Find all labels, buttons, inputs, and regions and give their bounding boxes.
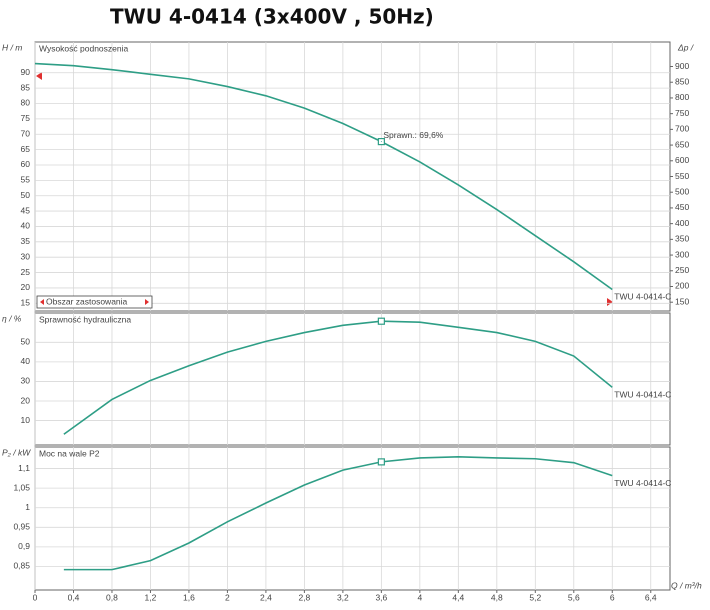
y2-tick-label: 450: [675, 202, 689, 212]
y-tick-label: 1,1: [18, 463, 30, 473]
y-tick-label: 90: [21, 67, 31, 77]
y-tick-label: 1,05: [13, 482, 30, 492]
x-tick-label: 2,4: [260, 592, 272, 602]
panel-title: Moc na wale P2: [39, 448, 100, 458]
y2-tick-label: 400: [675, 218, 689, 228]
x-tick-label: 0,8: [106, 592, 118, 602]
y2-tick-label: 350: [675, 234, 689, 244]
y-tick-label: 25: [21, 267, 31, 277]
range-limit-right: [607, 298, 613, 306]
x-tick-label: 5,2: [529, 592, 541, 602]
y2-tick-label: 300: [675, 249, 689, 259]
series-line: [63, 455, 613, 571]
y-tick-label: 80: [21, 98, 31, 108]
x-axis-label: Q / m³/h: [671, 580, 702, 590]
y-tick-label: 40: [21, 356, 31, 366]
x-tick-label: 3,6: [375, 592, 387, 602]
y2-tick-label: 250: [675, 265, 689, 275]
range-limit-left: [36, 72, 42, 80]
y-axis-label: H / m: [2, 42, 22, 52]
y-tick-label: 45: [21, 205, 31, 215]
y2-tick-label: 600: [675, 155, 689, 165]
y2-tick-label: 850: [675, 76, 689, 86]
y-axis-label: η / %: [2, 313, 22, 323]
y-tick-label: 0,9: [18, 541, 30, 551]
x-tick-label: 0: [33, 592, 38, 602]
range-legend-box: [36, 295, 153, 309]
y-tick-label: 0,95: [13, 522, 30, 532]
panel-title: Sprawność hydrauliczna: [39, 314, 131, 324]
operating-point: [377, 458, 385, 466]
y2-tick-label: 500: [675, 186, 689, 196]
range-legend-arrow: [145, 299, 149, 305]
y-tick-label: 15: [21, 298, 31, 308]
y-tick-label: 85: [21, 82, 31, 92]
x-tick-label: 3,2: [337, 592, 349, 602]
series-line: [34, 62, 613, 291]
series-label: TWU 4-0414-C: [614, 390, 671, 400]
y-tick-label: 65: [21, 144, 31, 154]
y-tick-label: 0,85: [13, 561, 30, 571]
y-tick-label: 30: [21, 376, 31, 386]
x-tick-label: 6,4: [645, 592, 657, 602]
y2-tick-label: 550: [675, 171, 689, 181]
x-tick-label: 2: [225, 592, 230, 602]
page-title: TWU 4-0414 (3x400V , 50Hz): [110, 5, 434, 29]
y2-tick-label: 150: [675, 296, 689, 306]
y-tick-label: 50: [21, 190, 31, 200]
x-tick-label: 4,4: [452, 592, 464, 602]
annotation-point: [380, 141, 382, 143]
y-tick-label: 20: [21, 282, 31, 292]
y-tick-label: 35: [21, 236, 31, 246]
x-tick-label: 1,6: [183, 592, 195, 602]
x-tick-label: 4,8: [491, 592, 503, 602]
y-tick-label: 75: [21, 113, 31, 123]
y2-tick-label: 650: [675, 139, 689, 149]
x-tick-label: 2,8: [298, 592, 310, 602]
y2-tick-label: 750: [675, 108, 689, 118]
x-tick-label: 0,4: [68, 592, 80, 602]
y-axis-label: P₂ / kW: [2, 447, 31, 457]
x-tick-label: 5,6: [568, 592, 580, 602]
y2-tick-label: 900: [675, 61, 689, 71]
y-tick-label: 30: [21, 251, 31, 261]
y-tick-label: 70: [21, 128, 31, 138]
operating-point: [377, 317, 385, 325]
y-tick-label: 10: [21, 415, 31, 425]
y-tick-label: 50: [21, 337, 31, 347]
y-tick-label: 1: [25, 502, 30, 512]
annotation: Sprawn.: 69,6%: [383, 130, 443, 140]
y2-tick-label: 800: [675, 92, 689, 102]
range-legend-label: Obszar zastosowania: [46, 296, 128, 306]
y2-tick-label: 700: [675, 124, 689, 134]
panel-title: Wysokość podnoszenia: [39, 43, 128, 53]
series-line: [63, 320, 613, 435]
y2-tick-label: 200: [675, 281, 689, 291]
y-tick-label: 20: [21, 395, 31, 405]
series-label: TWU 4-0414-C: [614, 292, 671, 302]
range-legend-arrow: [40, 299, 44, 305]
x-tick-label: 4: [417, 592, 422, 602]
series-label: TWU 4-0414-C: [614, 478, 671, 488]
x-tick-label: 6: [610, 592, 615, 602]
x-tick-label: 1,2: [145, 592, 157, 602]
y-tick-label: 40: [21, 221, 31, 231]
y-tick-label: 60: [21, 159, 31, 169]
y2-axis-label: Δp /: [677, 42, 695, 52]
y-tick-label: 55: [21, 175, 31, 185]
